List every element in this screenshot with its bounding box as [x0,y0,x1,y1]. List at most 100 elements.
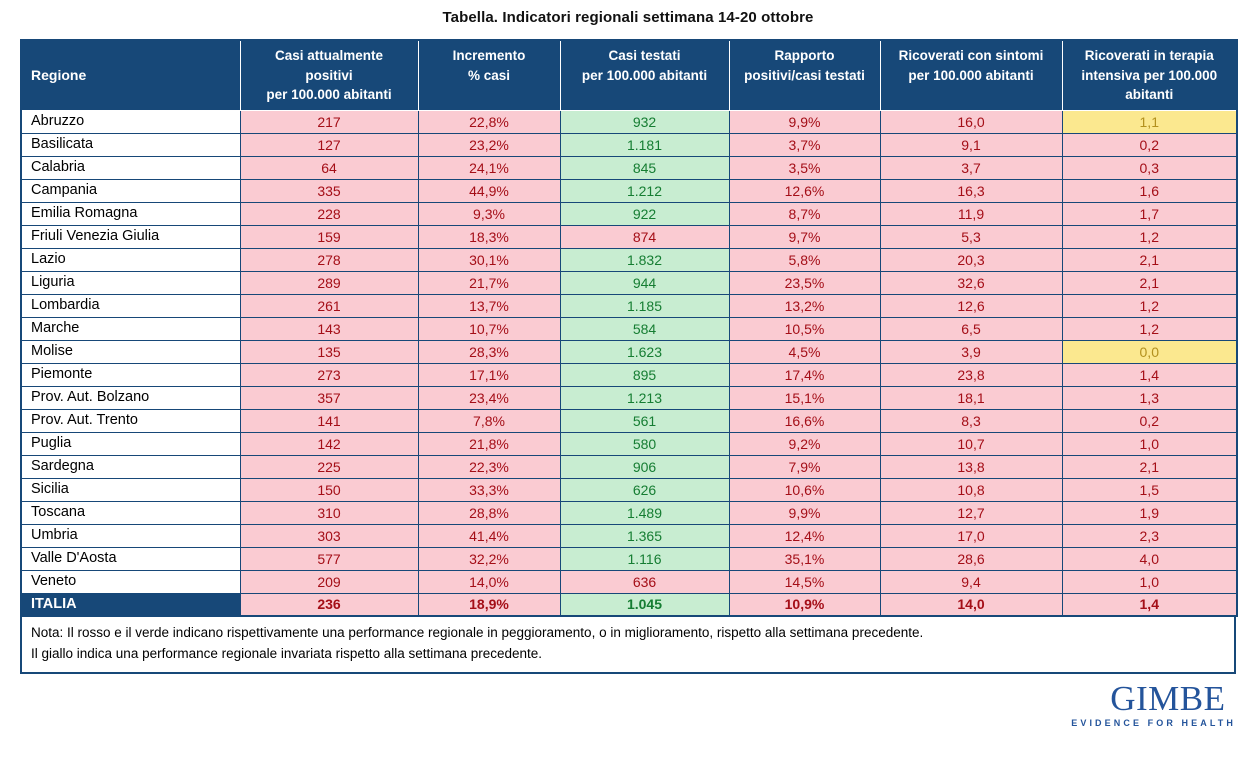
value-cell: 24,1% [417,155,561,180]
value-cell: 3,7 [879,155,1063,180]
table-row: Calabria 64 24,1% 845 3,5% 3,7 0,3 [20,155,1238,180]
value-cell: 1.489 [559,500,730,525]
value-cell: 906 [559,454,730,479]
value-cell: 7,9% [728,454,881,479]
table-row: Lombardia 261 13,7% 1.185 13,2% 12,6 1,2 [20,293,1238,318]
value-cell: 1,4 [1061,362,1238,387]
region-name-cell: Emilia Romagna [20,201,241,226]
value-cell: 1,1 [1061,109,1238,134]
note-box: Nota: Il rosso e il verde indicano rispe… [20,617,1236,674]
value-cell: 0,0 [1061,339,1238,364]
table-row: Piemonte 273 17,1% 895 17,4% 23,8 1,4 [20,362,1238,387]
value-cell: 1,0 [1061,431,1238,456]
value-cell: 3,5% [728,155,881,180]
value-cell: 159 [239,224,419,249]
value-cell: 1.045 [559,592,730,617]
region-name-cell: Abruzzo [20,109,241,134]
value-cell: 41,4% [417,523,561,548]
value-cell: 33,3% [417,477,561,502]
value-cell: 6,5 [879,316,1063,341]
value-cell: 21,8% [417,431,561,456]
check-icon: ✓ [1076,677,1091,697]
region-name-cell: Marche [20,316,241,341]
region-name-cell: Calabria [20,155,241,180]
value-cell: 3,7% [728,132,881,157]
value-cell: 895 [559,362,730,387]
table-row: Toscana 310 28,8% 1.489 9,9% 12,7 1,9 [20,500,1238,525]
value-cell: 15,1% [728,385,881,410]
value-cell: 1,9 [1061,500,1238,525]
value-cell: 12,7 [879,500,1063,525]
table-row: Umbria 303 41,4% 1.365 12,4% 17,0 2,3 [20,523,1238,548]
table-row: Veneto 209 14,0% 636 14,5% 9,4 1,0 [20,569,1238,594]
column-header: Casi attualmente positivi per 100.000 ab… [239,39,419,111]
value-cell: 273 [239,362,419,387]
region-name-cell: Basilicata [20,132,241,157]
value-cell: 636 [559,569,730,594]
region-name-cell: Prov. Aut. Trento [20,408,241,433]
region-name-cell: Umbria [20,523,241,548]
value-cell: 17,0 [879,523,1063,548]
value-cell: 10,7 [879,431,1063,456]
value-cell: 18,3% [417,224,561,249]
column-header: Incremento % casi [417,39,561,111]
value-cell: 9,9% [728,500,881,525]
region-name-cell: ITALIA [20,592,241,617]
value-cell: 2,1 [1061,270,1238,295]
value-cell: 932 [559,109,730,134]
table-row: Liguria 289 21,7% 944 23,5% 32,6 2,1 [20,270,1238,295]
value-cell: 10,5% [728,316,881,341]
value-cell: 23,8 [879,362,1063,387]
value-cell: 1,2 [1061,293,1238,318]
value-cell: 13,8 [879,454,1063,479]
value-cell: 35,1% [728,546,881,571]
table-title: Tabella. Indicatori regionali settimana … [442,9,814,26]
value-cell: 12,6% [728,178,881,203]
value-cell: 127 [239,132,419,157]
column-header: Regione [20,39,241,111]
report-page: Tabella. Indicatori regionali settimana … [20,9,1238,728]
table-row: Sicilia 150 33,3% 626 10,6% 10,8 1,5 [20,477,1238,502]
value-cell: 225 [239,454,419,479]
value-cell: 584 [559,316,730,341]
table-row: Basilicata 127 23,2% 1.181 3,7% 9,1 0,2 [20,132,1238,157]
value-cell: 135 [239,339,419,364]
value-cell: 142 [239,431,419,456]
header-row: Regione Casi attualmente positivi per 100… [20,39,1238,111]
value-cell: 7,8% [417,408,561,433]
table-row: Sardegna 225 22,3% 906 7,9% 13,8 2,1 [20,454,1238,479]
value-cell: 11,9 [879,201,1063,226]
value-cell: 30,1% [417,247,561,272]
value-cell: 22,3% [417,454,561,479]
value-cell: 10,8 [879,477,1063,502]
region-name-cell: Puglia [20,431,241,456]
table-row: Prov. Aut. Bolzano 357 23,4% 1.213 15,1% 18,1… [20,385,1238,410]
value-cell: 5,8% [728,247,881,272]
table-row: Abruzzo 217 22,8% 932 9,9% 16,0 1,1 [20,109,1238,134]
value-cell: 1,7 [1061,201,1238,226]
value-cell: 4,0 [1061,546,1238,571]
region-name-cell: Liguria [20,270,241,295]
value-cell: 18,9% [417,592,561,617]
value-cell: 4,5% [728,339,881,364]
region-name-cell: Veneto [20,569,241,594]
value-cell: 22,8% [417,109,561,134]
value-cell: 1,2 [1061,224,1238,249]
value-cell: 9,3% [417,201,561,226]
value-cell: 261 [239,293,419,318]
table-header: Regione Casi attualmente positivi per 100… [20,39,1238,111]
value-cell: 209 [239,569,419,594]
value-cell: 10,6% [728,477,881,502]
value-cell: 577 [239,546,419,571]
value-cell: 1.116 [559,546,730,571]
gimbe-tagline: EVIDENCE FOR HEALTH [1071,717,1236,728]
value-cell: 289 [239,270,419,295]
value-cell: 1,5 [1061,477,1238,502]
value-cell: 580 [559,431,730,456]
table-row: Lazio 278 30,1% 1.832 5,8% 20,3 2,1 [20,247,1238,272]
value-cell: 64 [239,155,419,180]
footer: ✓ GIMBE EVIDENCE FOR HEALTH [20,677,1236,728]
table-row: Friuli Venezia Giulia 159 18,3% 874 9,7% 5,3 1… [20,224,1238,249]
value-cell: 1,6 [1061,178,1238,203]
value-cell: 44,9% [417,178,561,203]
